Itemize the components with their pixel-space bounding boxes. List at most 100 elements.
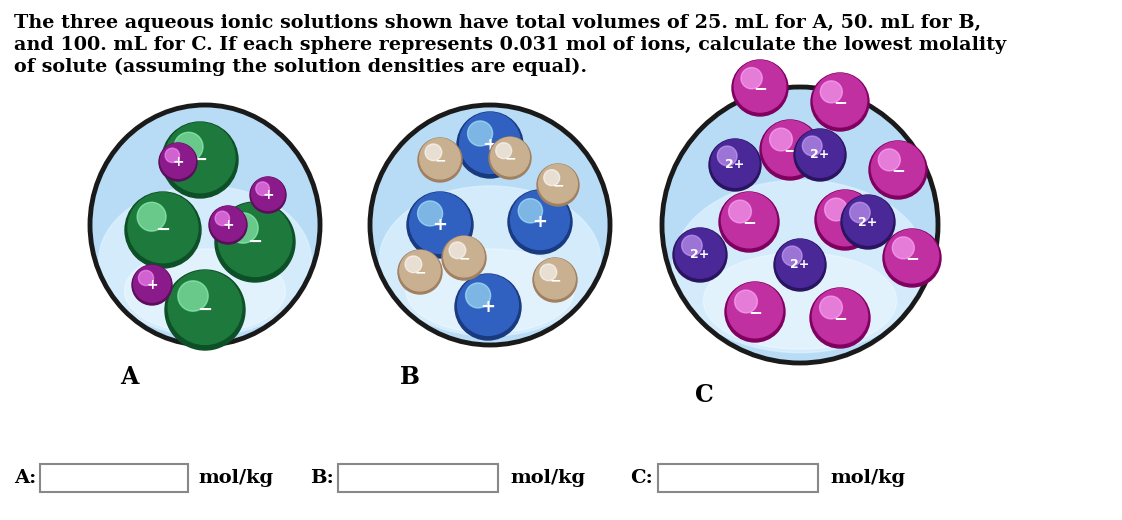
Circle shape <box>802 136 822 156</box>
Circle shape <box>782 246 802 266</box>
Circle shape <box>849 202 871 223</box>
Circle shape <box>165 148 180 163</box>
Circle shape <box>168 271 242 344</box>
Circle shape <box>508 190 572 254</box>
Text: +: + <box>146 278 158 292</box>
Circle shape <box>511 191 570 250</box>
Circle shape <box>407 192 473 258</box>
Text: 2+: 2+ <box>810 149 829 162</box>
Text: of solute (assuming the solution densities are equal).: of solute (assuming the solution densiti… <box>13 58 587 76</box>
Circle shape <box>137 202 166 231</box>
Circle shape <box>399 251 440 291</box>
Text: +: + <box>533 213 548 231</box>
Ellipse shape <box>370 105 610 345</box>
FancyBboxPatch shape <box>338 464 498 492</box>
Text: −: − <box>156 221 171 239</box>
Circle shape <box>763 121 818 176</box>
Circle shape <box>444 237 485 277</box>
Text: +: + <box>480 298 496 316</box>
Circle shape <box>825 198 847 221</box>
Circle shape <box>132 265 172 305</box>
Circle shape <box>760 120 820 180</box>
Circle shape <box>537 164 579 206</box>
Circle shape <box>812 289 867 344</box>
Circle shape <box>456 274 521 340</box>
Ellipse shape <box>406 249 574 333</box>
Circle shape <box>892 237 914 259</box>
Circle shape <box>774 239 826 291</box>
Text: −: − <box>783 141 797 159</box>
Circle shape <box>725 282 785 342</box>
Circle shape <box>177 281 209 311</box>
Text: mol/kg: mol/kg <box>197 469 273 487</box>
Circle shape <box>879 149 900 171</box>
FancyBboxPatch shape <box>40 464 188 492</box>
Circle shape <box>735 290 757 313</box>
Circle shape <box>883 229 941 287</box>
Text: 2+: 2+ <box>725 159 745 172</box>
Circle shape <box>709 139 761 191</box>
Circle shape <box>410 192 470 253</box>
Circle shape <box>160 144 195 178</box>
Circle shape <box>165 270 245 350</box>
Circle shape <box>138 270 154 285</box>
Circle shape <box>539 164 578 203</box>
Circle shape <box>449 242 466 258</box>
Circle shape <box>496 142 512 159</box>
Circle shape <box>682 235 702 256</box>
Circle shape <box>535 258 576 299</box>
Ellipse shape <box>379 186 601 336</box>
Text: mol/kg: mol/kg <box>830 469 905 487</box>
Circle shape <box>251 177 285 211</box>
Circle shape <box>159 143 197 181</box>
Circle shape <box>540 264 557 281</box>
Circle shape <box>719 192 779 252</box>
Text: 2+: 2+ <box>858 215 877 228</box>
Circle shape <box>218 203 292 277</box>
Circle shape <box>819 296 843 319</box>
Text: −: − <box>742 213 756 231</box>
Circle shape <box>228 213 258 243</box>
Circle shape <box>810 288 870 348</box>
Circle shape <box>872 141 925 195</box>
Ellipse shape <box>662 87 938 363</box>
Circle shape <box>420 138 460 179</box>
Circle shape <box>721 192 776 248</box>
Circle shape <box>820 81 843 103</box>
Circle shape <box>466 283 490 308</box>
Text: 2+: 2+ <box>690 249 710 262</box>
Circle shape <box>843 196 893 245</box>
Text: −: − <box>504 151 516 165</box>
Circle shape <box>215 211 230 226</box>
Circle shape <box>128 193 197 263</box>
Circle shape <box>794 129 846 181</box>
Text: −: − <box>552 178 564 192</box>
Circle shape <box>215 202 295 282</box>
Circle shape <box>727 282 783 338</box>
Circle shape <box>425 144 442 161</box>
Circle shape <box>468 121 493 146</box>
Circle shape <box>673 228 727 282</box>
Text: +: + <box>172 155 184 169</box>
Circle shape <box>734 60 785 112</box>
Circle shape <box>870 141 927 199</box>
Ellipse shape <box>90 105 320 345</box>
Text: −: − <box>549 273 561 287</box>
Circle shape <box>134 265 171 302</box>
Circle shape <box>544 170 560 186</box>
Circle shape <box>797 129 844 177</box>
Circle shape <box>457 112 523 178</box>
Circle shape <box>125 192 201 268</box>
Circle shape <box>533 258 577 302</box>
Ellipse shape <box>672 180 928 353</box>
Text: and 100. mL for C. If each sphere represents 0.031 mol of ions, calculate the lo: and 100. mL for C. If each sphere repres… <box>13 36 1006 54</box>
Text: The three aqueous ionic solutions shown have total volumes of 25. mL for A, 50. : The three aqueous ionic solutions shown … <box>13 14 981 32</box>
Text: −: − <box>248 233 263 251</box>
FancyBboxPatch shape <box>657 464 818 492</box>
Circle shape <box>442 236 486 280</box>
Circle shape <box>818 191 873 246</box>
Circle shape <box>885 229 939 283</box>
Circle shape <box>490 137 530 176</box>
Text: −: − <box>458 251 470 265</box>
Circle shape <box>250 177 286 213</box>
